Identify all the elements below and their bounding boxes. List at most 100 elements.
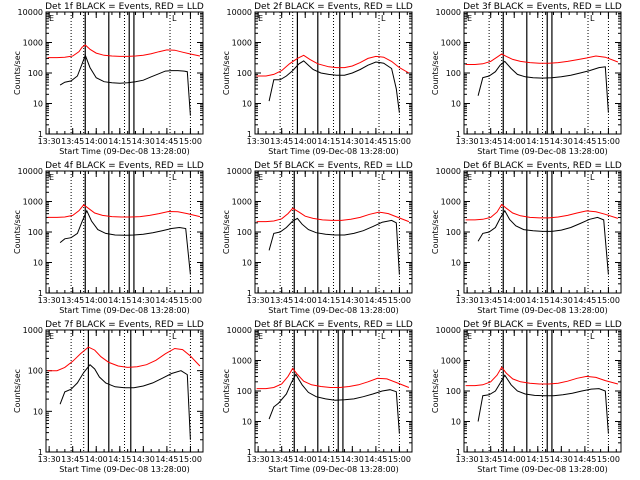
marker-letter-e: E [467,173,472,182]
chart-panel-4: Det 4f BLACK = Events, RED = LLD 1 10 100 10… [13,161,204,315]
x-tick-label: 15:00 [179,455,202,464]
x-tick-label: 14:45 [155,137,178,146]
y-tick-label: 1000 [441,198,461,207]
x-tick-label: 14:45 [573,137,596,146]
x-axis-label: Start Time (09-Dec-08 13:28:00) [477,147,608,156]
x-tick-label: 13:30 [456,296,479,305]
x-tick-label: 13:45 [61,296,84,305]
x-tick-label: 14:30 [341,137,364,146]
marker-letter-e: E [49,14,54,23]
x-tick-label: 14:45 [364,296,387,305]
x-tick-label: 14:30 [341,296,364,305]
y-tick-label: 1000 [441,39,461,48]
y-tick-label: 1 [38,130,43,139]
marker-letter-e: E [467,14,472,23]
x-tick-label: 15:00 [388,137,411,146]
lld-series-line [465,366,619,387]
x-tick-label: 14:45 [364,137,387,146]
chart-title: Det 9f BLACK = Events, RED = LLD [463,320,622,330]
x-tick-label: 14:00 [294,296,317,305]
y-axis-label: Counts/sec [431,51,440,95]
x-axis-label: Start Time (09-Dec-08 13:28:00) [477,465,608,474]
marker-letter-l: L [172,14,177,23]
events-series-line [268,60,400,113]
x-tick-label: 14:30 [341,455,364,464]
x-axis-label: Start Time (09-Dec-08 13:28:00) [59,465,190,474]
y-tick-label: 1000 [441,357,461,366]
y-tick-label: 10 [451,418,461,427]
y-tick-label: 10000 [436,167,461,176]
y-tick-label: 100 [446,228,461,237]
marker-letter-l: L [590,332,595,341]
chart-panel-8: Det 8f BLACK = Events, RED = LLD 1 10 100 10… [222,320,413,474]
events-series-line [59,53,191,116]
chart-title: Det 3f BLACK = Events, RED = LLD [463,2,622,12]
y-tick-label: 100 [237,387,252,396]
x-tick-label: 14:30 [550,137,573,146]
lld-series-line [47,204,201,218]
y-tick-label: 1000 [23,326,43,335]
chart-title: Det 4f BLACK = Events, RED = LLD [45,161,204,171]
y-tick-label: 100 [237,228,252,237]
x-tick-label: 13:30 [38,455,61,464]
y-tick-label: 100 [446,69,461,78]
y-axis-label: Counts/sec [222,51,231,95]
x-tick-label: 13:45 [479,296,502,305]
x-tick-label: 14:30 [132,296,155,305]
y-tick-label: 1000 [23,39,43,48]
x-tick-label: 14:00 [85,296,108,305]
y-tick-label: 1 [247,130,252,139]
lld-series-line [465,203,619,221]
y-tick-label: 100 [28,69,43,78]
x-tick-label: 14:15 [108,296,131,305]
marker-letter-l: L [381,14,386,23]
chart-title: Det 5f BLACK = Events, RED = LLD [254,161,413,171]
lld-series-line [465,53,619,65]
x-tick-label: 14:15 [526,137,549,146]
x-tick-label: 13:45 [270,455,293,464]
y-tick-label: 10 [242,418,252,427]
x-tick-label: 15:00 [597,137,620,146]
events-series-line [477,209,609,275]
y-tick-label: 10 [33,100,43,109]
x-tick-label: 14:45 [573,296,596,305]
chart-panel-6: Det 6f BLACK = Events, RED = LLD 1 10 100 10… [431,161,622,315]
y-tick-label: 10 [451,100,461,109]
y-tick-label: 100 [28,228,43,237]
x-axis-label: Start Time (09-Dec-08 13:28:00) [59,306,190,315]
events-series-line [477,60,609,113]
y-tick-label: 10000 [436,326,461,335]
chart-panel-1: Det 1f BLACK = Events, RED = LLD 1 10 100 10… [13,2,204,156]
x-tick-label: 15:00 [597,296,620,305]
events-series-line [59,363,191,440]
x-tick-label: 14:45 [155,455,178,464]
events-series-line [268,217,400,275]
x-tick-label: 14:00 [503,455,526,464]
x-tick-label: 13:30 [38,137,61,146]
marker-letter-e: E [258,14,263,23]
y-tick-label: 100 [237,69,252,78]
y-tick-label: 1 [38,448,43,457]
x-tick-label: 13:30 [247,296,270,305]
x-tick-label: 15:00 [597,455,620,464]
y-tick-label: 10000 [227,167,252,176]
x-tick-label: 14:45 [155,296,178,305]
marker-letter-e: E [49,173,54,182]
x-tick-label: 14:45 [364,455,387,464]
x-tick-label: 14:15 [526,455,549,464]
lld-series-line [47,346,201,372]
marker-letter-l: L [172,332,177,341]
y-tick-label: 1000 [23,198,43,207]
lld-series-line [256,54,410,77]
x-tick-label: 14:00 [85,137,108,146]
y-tick-label: 1 [247,448,252,457]
y-tick-label: 10 [33,259,43,268]
y-axis-label: Counts/sec [13,51,22,95]
x-tick-label: 14:00 [503,137,526,146]
y-tick-label: 1000 [232,39,252,48]
x-tick-label: 14:45 [573,455,596,464]
chart-panel-9: Det 9f BLACK = Events, RED = LLD 1 10 100 10… [431,320,622,474]
y-tick-label: 1 [38,289,43,298]
y-tick-label: 10000 [18,8,43,17]
